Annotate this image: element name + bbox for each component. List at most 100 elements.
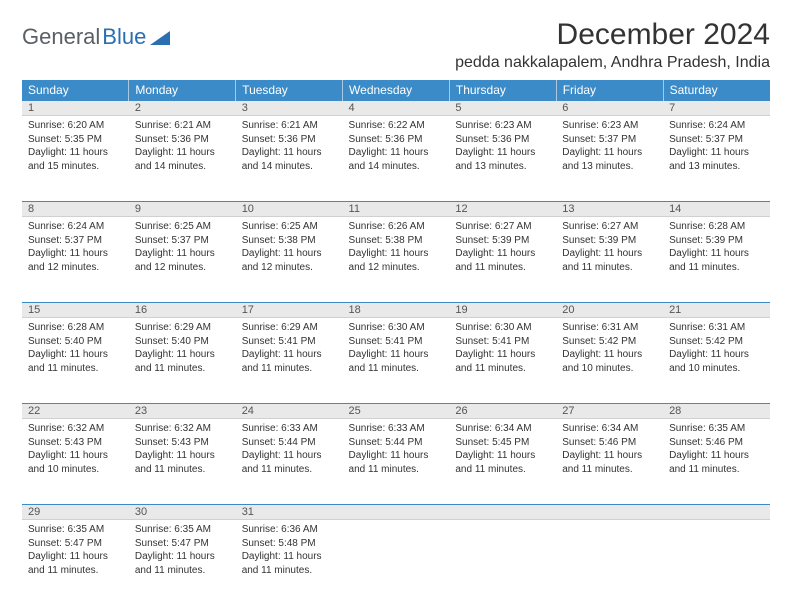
sunrise-line: Sunrise: 6:35 AM	[669, 422, 764, 436]
sunrise-line: Sunrise: 6:32 AM	[135, 422, 230, 436]
sunset-line: Sunset: 5:46 PM	[562, 436, 657, 450]
day-number: 25	[343, 404, 450, 419]
day-cell	[663, 520, 770, 606]
day-number: 21	[663, 303, 770, 318]
daylight-line: Daylight: 11 hours and 11 minutes.	[669, 247, 764, 274]
sunset-line: Sunset: 5:45 PM	[455, 436, 550, 450]
sunrise-line: Sunrise: 6:28 AM	[28, 321, 123, 335]
day-number: 19	[449, 303, 556, 318]
day-number: 29	[22, 505, 129, 520]
daylight-line: Daylight: 11 hours and 14 minutes.	[135, 146, 230, 173]
location-subtitle: pedda nakkalapalem, Andhra Pradesh, Indi…	[455, 54, 770, 72]
sunrise-line: Sunrise: 6:31 AM	[669, 321, 764, 335]
sunset-line: Sunset: 5:36 PM	[349, 133, 444, 147]
day-number: 17	[236, 303, 343, 318]
weekday-header: Friday	[556, 80, 663, 101]
weekday-header: Sunday	[22, 80, 129, 101]
day-cell: Sunrise: 6:35 AMSunset: 5:46 PMDaylight:…	[663, 419, 770, 505]
day-cell: Sunrise: 6:34 AMSunset: 5:46 PMDaylight:…	[556, 419, 663, 505]
day-cell: Sunrise: 6:25 AMSunset: 5:37 PMDaylight:…	[129, 217, 236, 303]
sunset-line: Sunset: 5:36 PM	[242, 133, 337, 147]
sunrise-line: Sunrise: 6:36 AM	[242, 523, 337, 537]
sunrise-line: Sunrise: 6:21 AM	[242, 119, 337, 133]
day-cell: Sunrise: 6:24 AMSunset: 5:37 PMDaylight:…	[22, 217, 129, 303]
daylight-line: Daylight: 11 hours and 11 minutes.	[242, 449, 337, 476]
day-cell	[449, 520, 556, 606]
sunset-line: Sunset: 5:48 PM	[242, 537, 337, 551]
day-number: 11	[343, 202, 450, 217]
calendar-table: SundayMondayTuesdayWednesdayThursdayFrid…	[22, 80, 770, 606]
day-number: 31	[236, 505, 343, 520]
sunrise-line: Sunrise: 6:34 AM	[562, 422, 657, 436]
day-cell: Sunrise: 6:33 AMSunset: 5:44 PMDaylight:…	[343, 419, 450, 505]
day-cell	[556, 520, 663, 606]
daylight-line: Daylight: 11 hours and 10 minutes.	[669, 348, 764, 375]
logo-triangle-icon	[150, 29, 170, 45]
sunrise-line: Sunrise: 6:28 AM	[669, 220, 764, 234]
sunrise-line: Sunrise: 6:29 AM	[242, 321, 337, 335]
daylight-line: Daylight: 11 hours and 11 minutes.	[242, 550, 337, 577]
day-number: 27	[556, 404, 663, 419]
day-number: 8	[22, 202, 129, 217]
weekday-header-row: SundayMondayTuesdayWednesdayThursdayFrid…	[22, 80, 770, 101]
day-cell: Sunrise: 6:23 AMSunset: 5:36 PMDaylight:…	[449, 116, 556, 202]
sunset-line: Sunset: 5:39 PM	[455, 234, 550, 248]
sunset-line: Sunset: 5:40 PM	[28, 335, 123, 349]
sunrise-line: Sunrise: 6:35 AM	[28, 523, 123, 537]
sunrise-line: Sunrise: 6:25 AM	[242, 220, 337, 234]
sunset-line: Sunset: 5:43 PM	[28, 436, 123, 450]
sunrise-line: Sunrise: 6:20 AM	[28, 119, 123, 133]
day-cell: Sunrise: 6:20 AMSunset: 5:35 PMDaylight:…	[22, 116, 129, 202]
day-content-row: Sunrise: 6:20 AMSunset: 5:35 PMDaylight:…	[22, 116, 770, 202]
day-cell: Sunrise: 6:33 AMSunset: 5:44 PMDaylight:…	[236, 419, 343, 505]
daylight-line: Daylight: 11 hours and 11 minutes.	[135, 348, 230, 375]
weekday-header: Monday	[129, 80, 236, 101]
day-cell: Sunrise: 6:29 AMSunset: 5:40 PMDaylight:…	[129, 318, 236, 404]
day-cell: Sunrise: 6:36 AMSunset: 5:48 PMDaylight:…	[236, 520, 343, 606]
daylight-line: Daylight: 11 hours and 11 minutes.	[28, 348, 123, 375]
sunset-line: Sunset: 5:42 PM	[562, 335, 657, 349]
weekday-header: Wednesday	[343, 80, 450, 101]
month-title: December 2024	[455, 18, 770, 52]
sunset-line: Sunset: 5:46 PM	[669, 436, 764, 450]
day-cell	[343, 520, 450, 606]
day-number: 15	[22, 303, 129, 318]
daylight-line: Daylight: 11 hours and 11 minutes.	[562, 449, 657, 476]
day-number-row: 15161718192021	[22, 303, 770, 318]
day-number-row: 293031	[22, 505, 770, 520]
day-cell: Sunrise: 6:35 AMSunset: 5:47 PMDaylight:…	[129, 520, 236, 606]
day-cell: Sunrise: 6:32 AMSunset: 5:43 PMDaylight:…	[129, 419, 236, 505]
day-number: 26	[449, 404, 556, 419]
sunrise-line: Sunrise: 6:29 AM	[135, 321, 230, 335]
weekday-header: Saturday	[663, 80, 770, 101]
day-number	[449, 505, 556, 520]
daylight-line: Daylight: 11 hours and 13 minutes.	[455, 146, 550, 173]
day-number	[663, 505, 770, 520]
day-cell: Sunrise: 6:30 AMSunset: 5:41 PMDaylight:…	[343, 318, 450, 404]
day-number: 7	[663, 101, 770, 116]
day-cell: Sunrise: 6:27 AMSunset: 5:39 PMDaylight:…	[556, 217, 663, 303]
day-number-row: 891011121314	[22, 202, 770, 217]
day-cell: Sunrise: 6:35 AMSunset: 5:47 PMDaylight:…	[22, 520, 129, 606]
brand-part1: General	[22, 24, 100, 50]
daylight-line: Daylight: 11 hours and 11 minutes.	[455, 247, 550, 274]
day-number: 12	[449, 202, 556, 217]
sunset-line: Sunset: 5:47 PM	[135, 537, 230, 551]
day-number: 10	[236, 202, 343, 217]
day-number: 14	[663, 202, 770, 217]
day-cell: Sunrise: 6:31 AMSunset: 5:42 PMDaylight:…	[663, 318, 770, 404]
sunset-line: Sunset: 5:47 PM	[28, 537, 123, 551]
day-number: 30	[129, 505, 236, 520]
sunrise-line: Sunrise: 6:34 AM	[455, 422, 550, 436]
day-cell: Sunrise: 6:22 AMSunset: 5:36 PMDaylight:…	[343, 116, 450, 202]
title-block: December 2024 pedda nakkalapalem, Andhra…	[455, 18, 770, 72]
daylight-line: Daylight: 11 hours and 13 minutes.	[562, 146, 657, 173]
day-content-row: Sunrise: 6:35 AMSunset: 5:47 PMDaylight:…	[22, 520, 770, 606]
sunrise-line: Sunrise: 6:32 AM	[28, 422, 123, 436]
daylight-line: Daylight: 11 hours and 11 minutes.	[135, 550, 230, 577]
sunrise-line: Sunrise: 6:33 AM	[242, 422, 337, 436]
sunrise-line: Sunrise: 6:26 AM	[349, 220, 444, 234]
sunset-line: Sunset: 5:37 PM	[562, 133, 657, 147]
day-cell: Sunrise: 6:31 AMSunset: 5:42 PMDaylight:…	[556, 318, 663, 404]
day-cell: Sunrise: 6:27 AMSunset: 5:39 PMDaylight:…	[449, 217, 556, 303]
